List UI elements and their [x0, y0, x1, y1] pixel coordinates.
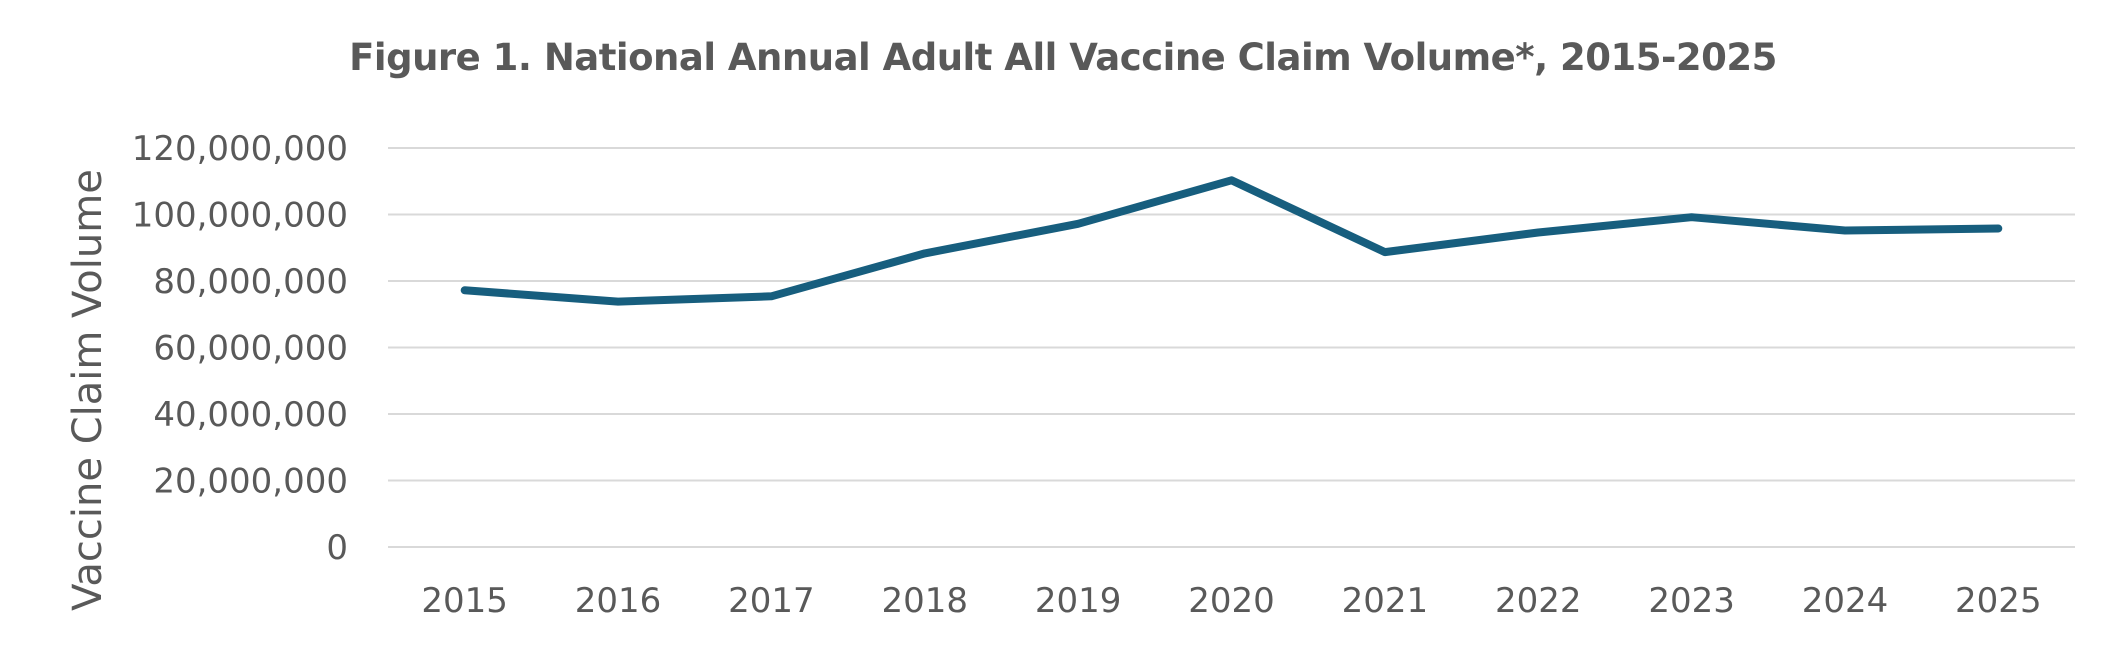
y-tick-label: 100,000,000	[132, 196, 348, 236]
x-tick-label: 2021	[1342, 581, 1429, 621]
y-tick-label: 20,000,000	[153, 462, 348, 502]
x-tick-label: 2020	[1188, 581, 1275, 621]
series-line	[460, 176, 2003, 306]
x-tick-label: 2018	[882, 581, 969, 621]
y-tick-label: 0	[326, 528, 348, 568]
series	[460, 176, 2003, 306]
x-tick-label: 2022	[1495, 581, 1582, 621]
x-tick-label: 2025	[1955, 581, 2042, 621]
x-tick-label: 2019	[1035, 581, 1122, 621]
x-tick-label: 2024	[1802, 581, 1889, 621]
chart-title: Figure 1. National Annual Adult All Vacc…	[349, 36, 1777, 79]
y-tick-label: 80,000,000	[153, 262, 348, 302]
y-tick-label: 60,000,000	[153, 329, 348, 369]
x-tick-label: 2016	[575, 581, 662, 621]
x-tick-labels: 2015 2016 2017 2018 2019 2020 2021 2022 2023 2024…	[421, 581, 2041, 621]
x-tick-label: 2023	[1648, 581, 1735, 621]
gridlines	[388, 147, 2075, 548]
x-tick-label: 2015	[421, 581, 508, 621]
y-tick-label: 120,000,000	[132, 129, 348, 169]
y-tick-label: 40,000,000	[153, 395, 348, 435]
y-tick-labels: 0 20,000,000 40,000,000 60,000,000 80,000,00…	[132, 129, 348, 568]
x-tick-label: 2017	[728, 581, 815, 621]
